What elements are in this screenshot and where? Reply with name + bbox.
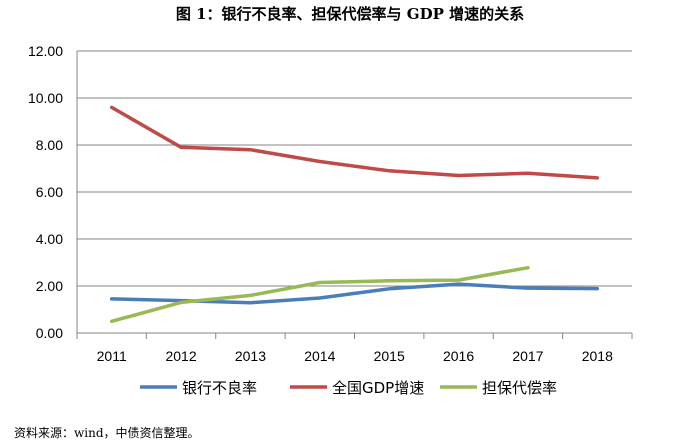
legend-label: 担保代偿率 bbox=[482, 379, 557, 397]
x-tick-label: 2018 bbox=[582, 348, 613, 364]
x-tick-label: 2011 bbox=[97, 348, 127, 364]
legend-label: 银行不良率 bbox=[182, 379, 257, 397]
series-line-guarantee-compensation-ratio bbox=[109, 265, 530, 324]
x-tick-label: 2015 bbox=[374, 348, 405, 364]
x-tick-label: 2017 bbox=[512, 348, 543, 364]
y-tick-label: 4.00 bbox=[36, 231, 63, 247]
y-tick-label: 8.00 bbox=[36, 137, 63, 153]
y-tick-label: 0.00 bbox=[36, 325, 63, 341]
y-tick-label: 12.00 bbox=[28, 43, 63, 59]
y-tick-label: 6.00 bbox=[36, 184, 63, 200]
series-line-bank-npl-ratio bbox=[109, 282, 600, 305]
x-tick-label: 2014 bbox=[304, 348, 335, 364]
legend-label: 全国GDP增速 bbox=[332, 379, 424, 397]
y-tick-label: 10.00 bbox=[28, 90, 63, 106]
series-line-gdp-growth bbox=[109, 105, 600, 180]
x-tick-label: 2012 bbox=[165, 348, 196, 364]
y-tick-label: 2.00 bbox=[36, 278, 63, 294]
x-tick-label: 2016 bbox=[443, 348, 474, 364]
x-tick-label: 2013 bbox=[235, 348, 266, 364]
source-note: 资料来源：wind，中债资信整理。 bbox=[14, 426, 200, 440]
chart-title: 图 1：银行不良率、担保代偿率与 GDP 增速的关系 bbox=[175, 5, 525, 23]
